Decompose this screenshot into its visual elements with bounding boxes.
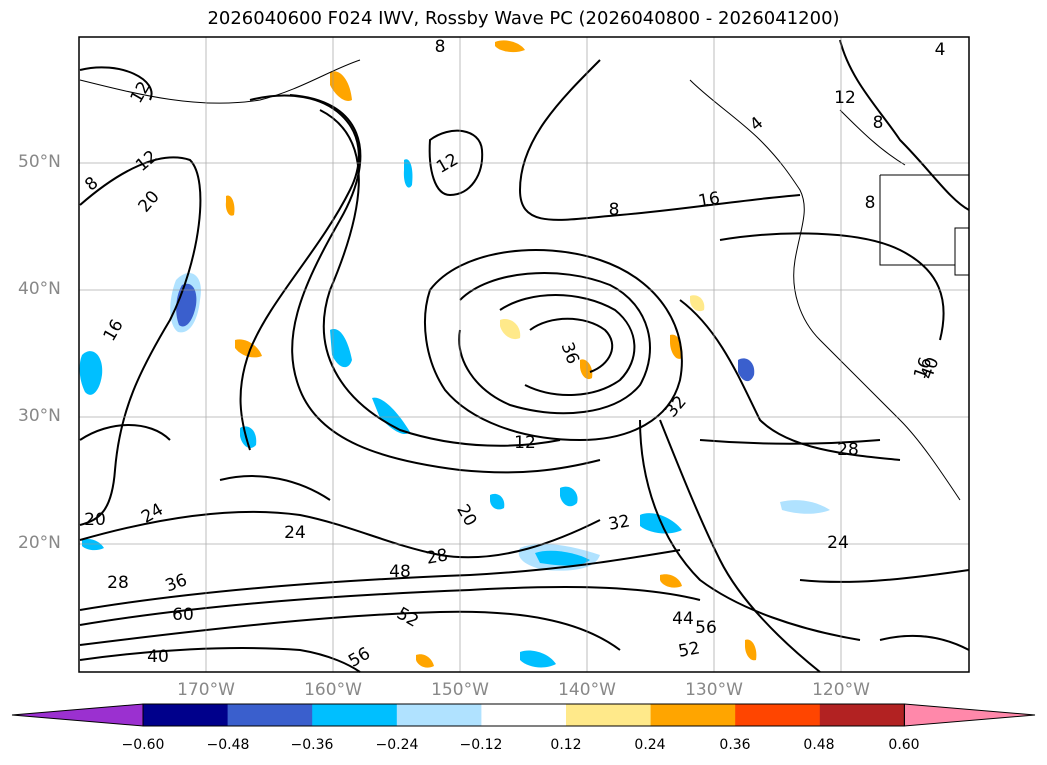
contour-label: 40 <box>147 647 169 667</box>
colorbar-tick-2: −0.48 <box>206 737 250 753</box>
lat-label-20: 20°N <box>18 533 61 553</box>
colorbar-tick-7: 0.24 <box>634 737 666 753</box>
colorbar-swatch <box>312 704 398 726</box>
contour-label: 32 <box>607 511 632 534</box>
contour-label: 28 <box>425 545 450 568</box>
colorbar-tick-1: −0.60 <box>121 737 165 753</box>
colorbar-tick-6: 0.12 <box>550 737 582 753</box>
contour-label: 12 <box>514 433 536 453</box>
colorbar-swatch <box>481 704 567 726</box>
colorbar-tick-10: 0.60 <box>888 737 920 753</box>
contour-label: 8 <box>865 193 876 213</box>
colorbar-swatch <box>566 704 652 726</box>
lon-label-160w: 160°W <box>304 680 362 700</box>
lat-label-30: 30°N <box>18 406 61 426</box>
colorbar-tick-5: −0.12 <box>459 737 503 753</box>
colorbar-swatch <box>819 704 905 726</box>
lon-label-130w: 130°W <box>685 680 743 700</box>
colorbar-tick-8: 0.36 <box>719 737 751 753</box>
lat-label-40: 40°N <box>18 279 61 299</box>
contour-label: 60 <box>172 605 194 625</box>
colorbar-tick-9: 0.48 <box>803 737 835 753</box>
colorbar <box>11 703 1036 727</box>
lon-label-120w: 120°W <box>812 680 870 700</box>
contour-label: 16 <box>697 188 722 211</box>
lon-label-150w: 150°W <box>431 680 489 700</box>
colorbar-tick-4: −0.24 <box>375 737 419 753</box>
contour-label: 20 <box>84 510 106 530</box>
contour-label: 56 <box>695 618 717 638</box>
contour-label: 8 <box>435 37 446 57</box>
contour-label: 28 <box>837 440 859 460</box>
coastlines <box>79 59 970 501</box>
colorbar-tick-3: −0.36 <box>290 737 334 753</box>
colorbar-swatch <box>650 704 736 726</box>
anomaly-fills <box>79 40 830 668</box>
contour-lines <box>79 39 970 673</box>
lon-label-140w: 140°W <box>558 680 616 700</box>
colorbar-extend-right <box>903 703 1036 727</box>
plot-frame <box>78 36 970 673</box>
contour-label: 12 <box>834 88 856 108</box>
colorbar-swatch <box>143 704 229 726</box>
colorbar-swatch <box>735 704 821 726</box>
contour-label: 8 <box>873 113 884 133</box>
contour-label: 28 <box>107 573 129 593</box>
colorbar-extend-left <box>11 703 144 727</box>
contour-label: 8 <box>609 200 620 220</box>
map-title: 2026040600 F024 IWV, Rossby Wave PC (202… <box>207 8 840 29</box>
lon-label-170w: 170°W <box>177 680 235 700</box>
plot-area <box>79 37 969 672</box>
lat-label-50: 50°N <box>18 152 61 172</box>
contour-label: 4 <box>935 40 946 60</box>
contour-label: 44 <box>672 609 694 629</box>
contour-label: 24 <box>284 523 306 543</box>
colorbar-swatch <box>227 704 313 726</box>
contour-label: 24 <box>827 533 849 553</box>
contour-label: 52 <box>677 638 702 661</box>
colorbar-swatch <box>396 704 482 726</box>
contour-label: 48 <box>389 562 411 582</box>
colorbar-frame <box>142 703 905 727</box>
gridlines <box>79 37 969 672</box>
